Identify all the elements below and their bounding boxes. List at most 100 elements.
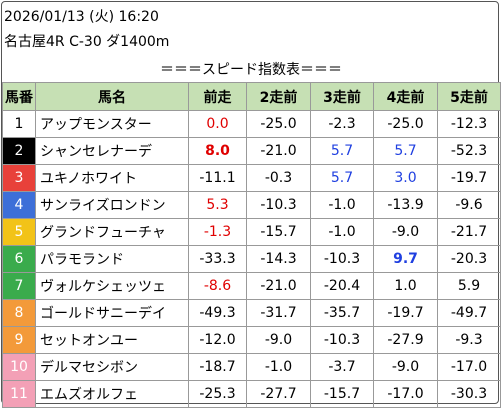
horse-number: 2 (2, 137, 36, 165)
speed-index: -17.0 (437, 353, 501, 381)
speed-index: -19.7 (437, 164, 501, 192)
speed-index: 9.7 (373, 245, 438, 273)
speed-index: -27.7 (246, 380, 311, 408)
speed-index: -14.3 (246, 245, 311, 273)
speed-index: 5.7 (310, 137, 374, 165)
horse-name: デルマセシボン (35, 353, 189, 381)
horse-number: 11 (2, 380, 36, 408)
column-header: 前走 (188, 82, 247, 111)
speed-index: 5.3 (188, 191, 247, 219)
row: 2 シャンセレナーデ 8.0 -21.0 5.7 5.7 -52.3 (2, 137, 501, 165)
horse-number: 10 (2, 353, 36, 381)
row: 3 ユキノホワイト -11.1 -0.3 5.7 3.0 -19.7 (2, 164, 501, 192)
race-info: 名古屋4R C-30 ダ1400m (4, 34, 170, 50)
column-header: 5走前 (437, 82, 501, 111)
speed-index: -13.9 (373, 191, 438, 219)
speed-index: -10.3 (310, 326, 374, 354)
speed-index: -0.3 (246, 164, 311, 192)
horse-name: ゴールドサニーデイ (35, 299, 189, 327)
speed-index: -21.7 (437, 218, 501, 246)
row: 8 ゴールドサニーデイ -49.3 -31.7 -35.7 -19.7 -49.7 (2, 299, 501, 327)
speed-index: -11.1 (188, 164, 247, 192)
row: 10 デルマセシボン -18.7 -1.0 -3.7 -9.0 -17.0 (2, 353, 501, 381)
horse-number: 8 (2, 299, 36, 327)
row: 7 ヴォルケシェッツェ -8.6 -21.0 -20.4 1.0 5.9 (2, 272, 501, 300)
speed-index: -2.3 (310, 110, 374, 138)
row: 1 アップモンスター 0.0 -25.0 -2.3 -25.0 -12.3 (2, 110, 501, 138)
speed-index: -49.7 (437, 299, 501, 327)
speed-index: -10.3 (246, 191, 311, 219)
speed-index: -25.0 (246, 110, 311, 138)
speed-index: -1.0 (310, 218, 374, 246)
column-header: 馬名 (35, 82, 189, 111)
speed-index: -31.7 (246, 299, 311, 327)
speed-index: -27.9 (373, 326, 438, 354)
horse-name: サンライズロンドン (35, 191, 189, 219)
speed-index: -30.3 (437, 380, 501, 408)
speed-index: -12.0 (188, 326, 247, 354)
speed-index: -21.0 (246, 272, 311, 300)
speed-index: -9.6 (437, 191, 501, 219)
speed-index: -12.3 (437, 110, 501, 138)
speed-index: 0.0 (188, 110, 247, 138)
column-header: 馬番 (2, 82, 36, 111)
row: 9 セットオンユー -12.0 -9.0 -10.3 -27.9 -9.3 (2, 326, 501, 354)
row: 11 エムズオルフェ -25.3 -27.7 -15.7 -17.0 -30.3 (2, 380, 501, 408)
horse-name: セットオンユー (35, 326, 189, 354)
speed-index: -3.7 (310, 353, 374, 381)
row: 5 グランドフューチャ -1.3 -15.7 -1.0 -9.0 -21.7 (2, 218, 501, 246)
speed-index: -18.7 (188, 353, 247, 381)
column-header: 4走前 (373, 82, 438, 111)
speed-index: -9.3 (437, 326, 501, 354)
speed-index: -19.7 (373, 299, 438, 327)
horse-name: エムズオルフェ (35, 380, 189, 408)
speed-index: 5.7 (373, 137, 438, 165)
table-title: ＝＝＝スピード指数表＝＝＝ (160, 62, 342, 78)
speed-index: -1.0 (310, 191, 374, 219)
speed-table: 馬番 馬名 前走 2走前 3走前 4走前 5走前 1 アップモンスター 0.0 -25.0 -2.3… (2, 82, 501, 408)
speed-index: -20.3 (437, 245, 501, 273)
speed-index: -1.3 (188, 218, 247, 246)
speed-index: -35.7 (310, 299, 374, 327)
speed-index: -25.0 (373, 110, 438, 138)
speed-index: -15.7 (310, 380, 374, 408)
datetime: 2026/01/13 (火) 16:20 (4, 9, 159, 25)
header-row: 馬番 馬名 前走 2走前 3走前 4走前 5走前 (2, 82, 501, 111)
column-header: 2走前 (246, 82, 311, 111)
horse-name: ユキノホワイト (35, 164, 189, 192)
horse-name: グランドフューチャ (35, 218, 189, 246)
speed-index: 1.0 (373, 272, 438, 300)
speed-index: -25.3 (188, 380, 247, 408)
horse-name: パラモランド (35, 245, 189, 273)
horse-number: 6 (2, 245, 36, 273)
speed-index: -8.6 (188, 272, 247, 300)
horse-number: 4 (2, 191, 36, 219)
horse-name: ヴォルケシェッツェ (35, 272, 189, 300)
horse-number: 7 (2, 272, 36, 300)
speed-index: 5.9 (437, 272, 501, 300)
speed-index: -15.7 (246, 218, 311, 246)
speed-index: -33.3 (188, 245, 247, 273)
speed-index: -21.0 (246, 137, 311, 165)
speed-index: -9.0 (246, 326, 311, 354)
horse-name: シャンセレナーデ (35, 137, 189, 165)
column-header: 3走前 (310, 82, 374, 111)
speed-index: 5.7 (310, 164, 374, 192)
speed-index: -9.0 (373, 353, 438, 381)
horse-number: 3 (2, 164, 36, 192)
horse-number: 9 (2, 326, 36, 354)
horse-name: アップモンスター (35, 110, 189, 138)
horse-number: 5 (2, 218, 36, 246)
speed-index: -10.3 (310, 245, 374, 273)
row: 4 サンライズロンドン 5.3 -10.3 -1.0 -13.9 -9.6 (2, 191, 501, 219)
speed-index: -20.4 (310, 272, 374, 300)
speed-index: -52.3 (437, 137, 501, 165)
speed-index: -17.0 (373, 380, 438, 408)
row: 6 パラモランド -33.3 -14.3 -10.3 9.7 -20.3 (2, 245, 501, 273)
speed-index: 3.0 (373, 164, 438, 192)
speed-index: -49.3 (188, 299, 247, 327)
speed-index: -9.0 (373, 218, 438, 246)
speed-index: -1.0 (246, 353, 311, 381)
horse-number: 1 (2, 110, 36, 138)
